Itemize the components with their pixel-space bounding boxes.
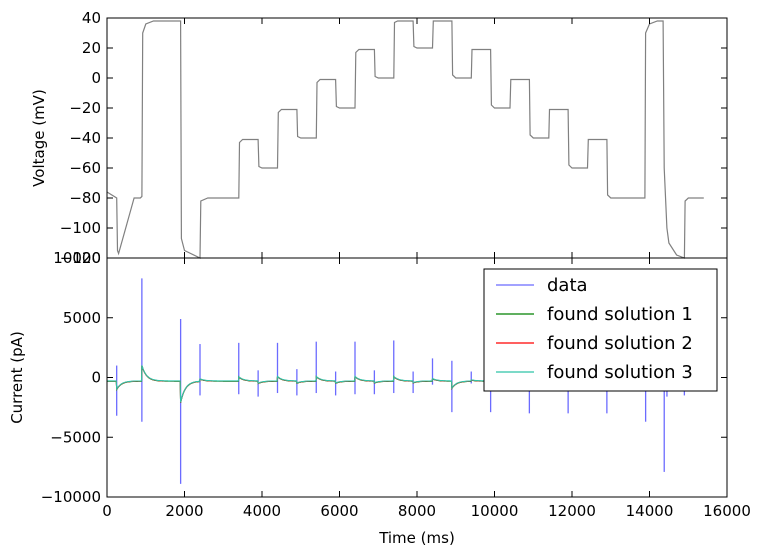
legend-label: data (547, 275, 588, 296)
time-axis-label: Time (ms) (378, 529, 455, 547)
time-xtick-label: 0 (102, 502, 112, 520)
legend-label: found solution 3 (547, 362, 693, 383)
time-xtick-label: 8000 (398, 502, 436, 520)
time-xtick-label: 12000 (548, 502, 596, 520)
legend: data found solution 1 found solution 2 foun… (483, 268, 718, 392)
voltage-ytick-label: 40 (82, 9, 101, 27)
voltage-ytick-label: −60 (69, 159, 101, 177)
voltage-ytick-label: −40 (69, 129, 101, 147)
legend-label: found solution 1 (547, 304, 693, 325)
current-ytick-label: −5000 (50, 428, 101, 446)
voltage-ytick-label: −80 (69, 189, 101, 207)
voltage-series (106, 20, 704, 259)
voltage-ytick-label: −20 (69, 99, 101, 117)
current-axis-label: Current (pA) (8, 331, 26, 424)
voltage-ytick-label: 20 (82, 39, 101, 57)
current-ytick-label: −10000 (41, 488, 101, 506)
voltage-ytick-label: −100 (60, 219, 101, 237)
legend-label: found solution 2 (547, 333, 693, 354)
time-xtick-label: 10000 (471, 502, 519, 520)
time-xtick-label: 4000 (243, 502, 281, 520)
voltage-trace-line (106, 20, 704, 259)
current-ytick-label: 5000 (63, 309, 101, 327)
voltage-ytick-label: −120 (60, 249, 101, 267)
time-xtick-label: 16000 (703, 502, 751, 520)
time-xtick-label: 14000 (626, 502, 674, 520)
voltage-panel: 40 20 0 −20 −40 −60 −80 −100 −120 Voltage (mV) (30, 9, 728, 267)
current-ytick-label: 0 (91, 369, 101, 387)
voltage-ytick-label: 0 (91, 69, 101, 87)
time-xtick-label: 6000 (320, 502, 358, 520)
current-fit-line (107, 365, 491, 403)
voltage-ticks: 40 20 0 −20 −40 −60 −80 −100 −120 (60, 9, 728, 267)
time-xtick-label: 2000 (165, 502, 203, 520)
voltage-axis-label: Voltage (mV) (30, 89, 48, 187)
current-ytick-label: 10000 (53, 249, 101, 267)
legend-box (483, 268, 718, 392)
